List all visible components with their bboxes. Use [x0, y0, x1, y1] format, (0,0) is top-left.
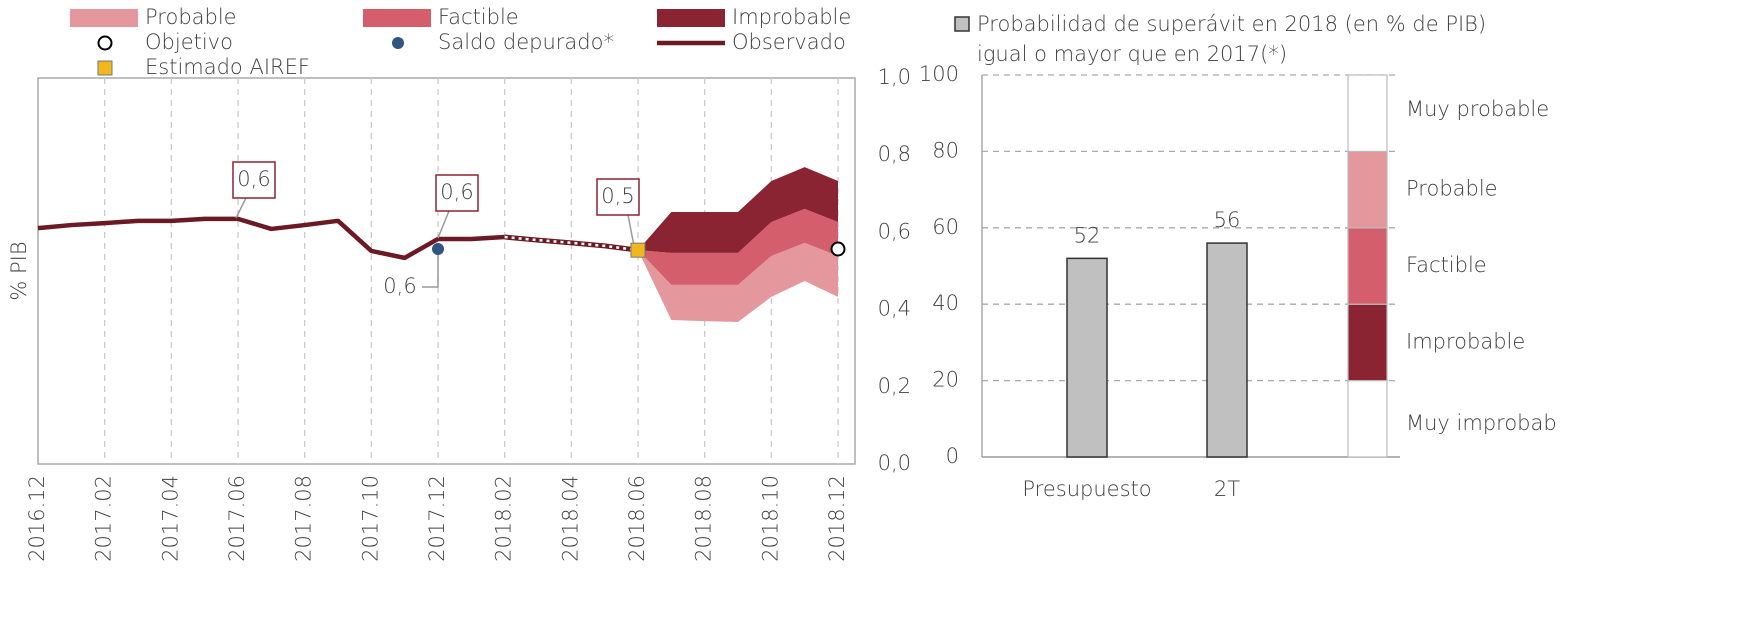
y-tick-label: 0,4 [878, 297, 911, 321]
fan-band [638, 167, 838, 253]
y-tick-label: 0,0 [878, 451, 911, 475]
y-tick-label: 40 [932, 291, 959, 315]
bar-value: 52 [1074, 223, 1101, 247]
x-tick-label: 2018.06 [625, 475, 649, 562]
x-tick-label: 2017.04 [158, 475, 182, 562]
scale-segment [1347, 227, 1388, 305]
fan-band [638, 208, 838, 285]
legend-label: Saldo depurado* [438, 30, 614, 54]
legend-swatch [392, 37, 404, 49]
scale-segment [1347, 150, 1388, 229]
y-tick-label: 0,2 [878, 374, 911, 398]
callout-box [232, 161, 276, 199]
legend-swatch [363, 9, 431, 27]
callout-line [235, 197, 247, 219]
x-tick-label: 2017.06 [225, 475, 249, 562]
legend-swatch [70, 9, 138, 27]
annotation: 0,5 [601, 184, 634, 208]
annotation: 0,6 [383, 274, 416, 298]
callout-line [437, 210, 450, 239]
legend-swatch [657, 9, 725, 27]
x-tick-label: 2016.12 [25, 475, 49, 562]
x-tick-label: 2T [1214, 477, 1240, 501]
legend-label: Objetivo [145, 30, 233, 54]
callout-box [435, 174, 479, 212]
scale-label: Factible [1406, 253, 1487, 277]
x-tick-label: 2017.12 [425, 475, 449, 562]
legend-label: Estimado AIREF [145, 55, 310, 79]
legend-label: Factible [438, 5, 519, 29]
y-tick-label: 100 [919, 62, 959, 86]
projection-line [504, 235, 639, 252]
bar-value: 56 [1214, 208, 1241, 232]
scale-segment [1347, 303, 1388, 382]
y-tick-label: 0,6 [878, 219, 911, 243]
x-tick-label: 2017.02 [92, 475, 116, 562]
legend-swatch [954, 16, 970, 32]
callout-box [596, 178, 640, 216]
x-tick-label: 2018.02 [492, 475, 516, 562]
bar [1066, 257, 1108, 458]
scale-label: Probable [1406, 177, 1498, 201]
y-tick-label: 80 [932, 138, 959, 162]
scale-label: Muy probable [1406, 97, 1549, 121]
y-tick-label: 20 [932, 368, 959, 392]
x-tick-label: 2018.12 [825, 475, 849, 562]
legend-label: Probable [145, 5, 237, 29]
x-tick-label: 2018.10 [758, 475, 782, 562]
callout-line [627, 214, 635, 247]
marker [830, 241, 846, 257]
y-tick-label: 60 [932, 215, 959, 239]
legend-swatch [97, 35, 113, 51]
marker [432, 242, 444, 255]
annotation: 0,6 [440, 180, 473, 204]
x-tick-label: 2018.08 [692, 475, 716, 562]
legend-label: Probabilidad de superávit en 2018 (en % … [977, 12, 1486, 36]
x-tick-label: 2017.08 [292, 475, 316, 562]
x-tick-label: Presupuesto [1022, 477, 1151, 501]
legend-label: Observado [732, 30, 846, 54]
scale-segment [1347, 74, 1388, 153]
scale-label: Improbable [1406, 329, 1525, 353]
annotation: 0,6 [237, 167, 270, 191]
scale-label: Muy improbab [1406, 411, 1557, 435]
callout-line [422, 254, 439, 288]
legend-label: igual o mayor que en 2017(*) [977, 42, 1287, 66]
bar [1206, 242, 1248, 458]
x-tick-label: 2017.10 [358, 475, 382, 562]
marker [630, 242, 646, 258]
legend-swatch [97, 60, 113, 76]
x-tick-label: 2018.04 [558, 475, 582, 562]
y-axis-label: % PIB [7, 241, 31, 300]
fan-band [638, 242, 838, 322]
y-tick-label: 0 [946, 444, 959, 468]
y-tick-label: 1,0 [878, 65, 911, 89]
y-tick-label: 0,8 [878, 142, 911, 166]
scale-segment [1347, 380, 1388, 458]
left-plot-frame [37, 77, 856, 465]
legend-label: Improbable [732, 5, 851, 29]
observed-line [37, 216, 505, 261]
